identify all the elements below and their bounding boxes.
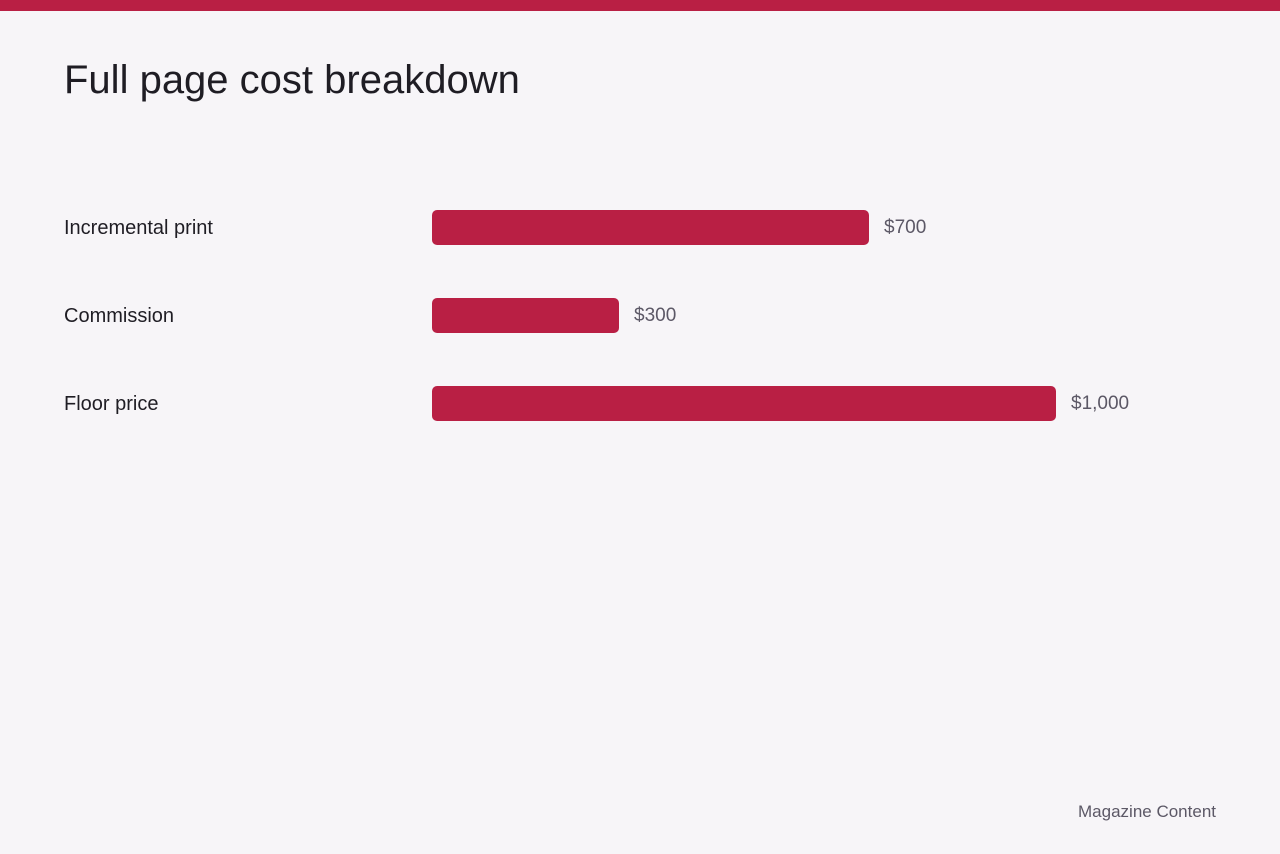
bar-category-label: Floor price [64,393,159,415]
bar-category-label: Incremental print [64,217,213,239]
bar-value-label: $700 [884,217,927,238]
bar-row: Commission $300 [0,298,1280,334]
source-note: Magazine Content [1078,802,1216,821]
bar [432,210,869,245]
top-accent-bar [0,0,1280,11]
bar-value-label: $1,000 [1071,393,1130,414]
bar-row: Floor price $1,000 [0,386,1280,422]
bar-category-label: Commission [64,305,175,327]
chart-title: Full page cost breakdown [64,58,520,102]
bar [432,386,1056,421]
bar-value-label: $300 [634,305,677,326]
bar-row: Incremental print $700 [0,210,1280,246]
bar [432,298,619,333]
